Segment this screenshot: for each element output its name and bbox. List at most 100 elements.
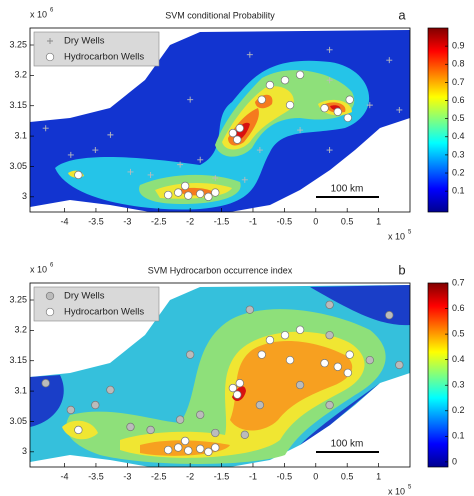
well-marker bbox=[127, 168, 134, 175]
x-tick-label: -1 bbox=[249, 216, 257, 226]
legend-symbol bbox=[45, 291, 55, 301]
well-marker bbox=[257, 350, 266, 359]
legend-label: Hydrocarbon Wells bbox=[64, 52, 144, 63]
well-marker bbox=[343, 368, 352, 378]
well-marker bbox=[204, 192, 213, 201]
x-tick-label: -2 bbox=[186, 216, 194, 226]
well-marker bbox=[256, 147, 263, 154]
well-marker bbox=[246, 51, 253, 58]
well-marker bbox=[365, 355, 374, 365]
well-marker bbox=[126, 422, 135, 432]
legend-symbol bbox=[47, 38, 53, 44]
well-marker bbox=[228, 128, 238, 138]
well-marker bbox=[326, 46, 333, 53]
legend-label: Dry Wells bbox=[64, 36, 105, 47]
well-marker bbox=[326, 77, 333, 84]
legend-label: Hydrocarbon Wells bbox=[64, 307, 144, 318]
well-marker bbox=[41, 379, 50, 388]
well-marker bbox=[235, 379, 244, 388]
legend-label: Dry Wells bbox=[64, 291, 105, 302]
x-tick-label: -4 bbox=[61, 471, 69, 481]
well-marker bbox=[240, 430, 249, 439]
colorbar-tick-label: 0.3 bbox=[452, 149, 465, 159]
well-marker bbox=[325, 300, 334, 310]
well-marker bbox=[257, 95, 266, 104]
well-marker bbox=[177, 161, 184, 168]
well-marker bbox=[211, 443, 220, 452]
x-tick-label: -0.5 bbox=[277, 471, 293, 481]
colorbar-tick-label: 0.6 bbox=[452, 95, 465, 105]
well-marker bbox=[211, 188, 220, 197]
x-tick-label: -2 bbox=[186, 471, 194, 481]
legend-symbol bbox=[45, 52, 55, 62]
x-multiplier-power: 5 bbox=[408, 485, 412, 491]
contour-field-b bbox=[30, 285, 410, 467]
y-multiplier-power: 6 bbox=[50, 263, 54, 269]
y-tick-label: 3.25 bbox=[9, 294, 27, 304]
legend-marker bbox=[47, 38, 53, 44]
well-marker bbox=[187, 96, 194, 103]
well-marker bbox=[211, 428, 220, 438]
x-tick-label: -1.5 bbox=[214, 471, 230, 481]
colorbar-tick-label: 0.6 bbox=[452, 303, 465, 313]
well-marker bbox=[366, 102, 373, 109]
colorbar-tick-label: 0.7 bbox=[452, 77, 465, 87]
legend-marker bbox=[45, 52, 55, 62]
colorbar-tick-label: 0 bbox=[452, 456, 457, 466]
well-marker bbox=[285, 355, 295, 365]
x-multiplier: x 10 bbox=[388, 231, 405, 241]
colorbar-tick-label: 0.2 bbox=[452, 405, 465, 415]
well-marker bbox=[42, 125, 49, 132]
axes-frame bbox=[29, 282, 411, 468]
x-tick-label: -1.5 bbox=[214, 216, 230, 226]
well-marker bbox=[164, 445, 173, 455]
well-marker bbox=[295, 70, 305, 79]
well-marker bbox=[333, 362, 342, 371]
well-marker bbox=[325, 400, 334, 410]
legend-marker bbox=[45, 291, 55, 301]
well-marker bbox=[212, 174, 219, 181]
well-marker bbox=[345, 350, 354, 359]
x-multiplier-power: 5 bbox=[408, 230, 412, 236]
colorbar-tick-label: 0.1 bbox=[452, 186, 465, 196]
colorbar-tick-label: 0.4 bbox=[452, 131, 465, 141]
well-marker bbox=[333, 107, 342, 116]
well-marker bbox=[146, 425, 155, 435]
y-tick-label: 3.05 bbox=[9, 416, 27, 426]
colorbar bbox=[427, 27, 449, 213]
x-tick-label: -2.5 bbox=[151, 216, 167, 226]
well-marker bbox=[245, 305, 254, 314]
x-tick-label: -3 bbox=[123, 471, 131, 481]
well-marker bbox=[184, 446, 193, 455]
x-tick-label: -2.5 bbox=[151, 471, 167, 481]
colorbar-tick-label: 0.8 bbox=[452, 59, 465, 69]
y-multiplier-power: 6 bbox=[50, 8, 54, 14]
well-marker bbox=[265, 335, 275, 345]
colorbar-tick-label: 0.4 bbox=[452, 354, 465, 364]
well-marker bbox=[66, 405, 75, 415]
well-marker bbox=[186, 350, 195, 359]
x-tick-label: 0.5 bbox=[341, 216, 354, 226]
y-tick-label: 3.05 bbox=[9, 161, 27, 171]
well-marker bbox=[175, 415, 185, 424]
well-marker bbox=[197, 156, 204, 163]
x-tick-label: 0.5 bbox=[341, 471, 354, 481]
y-multiplier: x 10 bbox=[30, 264, 47, 274]
well-marker bbox=[385, 311, 394, 320]
y-multiplier: x 10 bbox=[30, 9, 47, 19]
legend-box bbox=[33, 31, 160, 67]
colorbar-tick-label: 0.5 bbox=[452, 113, 465, 123]
well-marker bbox=[196, 189, 205, 198]
x-tick-label: 1 bbox=[376, 216, 381, 226]
y-tick-label: 3.15 bbox=[9, 355, 27, 365]
y-tick-label: 3.2 bbox=[14, 70, 27, 80]
well-marker bbox=[233, 390, 242, 399]
well-marker bbox=[180, 181, 190, 191]
x-tick-label: 0 bbox=[313, 471, 318, 481]
scale-bar-label: 100 km bbox=[331, 184, 364, 195]
colorbar-tick-label: 0.2 bbox=[452, 167, 465, 177]
x-tick-label: -3.5 bbox=[88, 216, 104, 226]
well-marker bbox=[297, 127, 304, 134]
chart-title: SVM Hydrocarbon occurrence index bbox=[148, 265, 293, 275]
